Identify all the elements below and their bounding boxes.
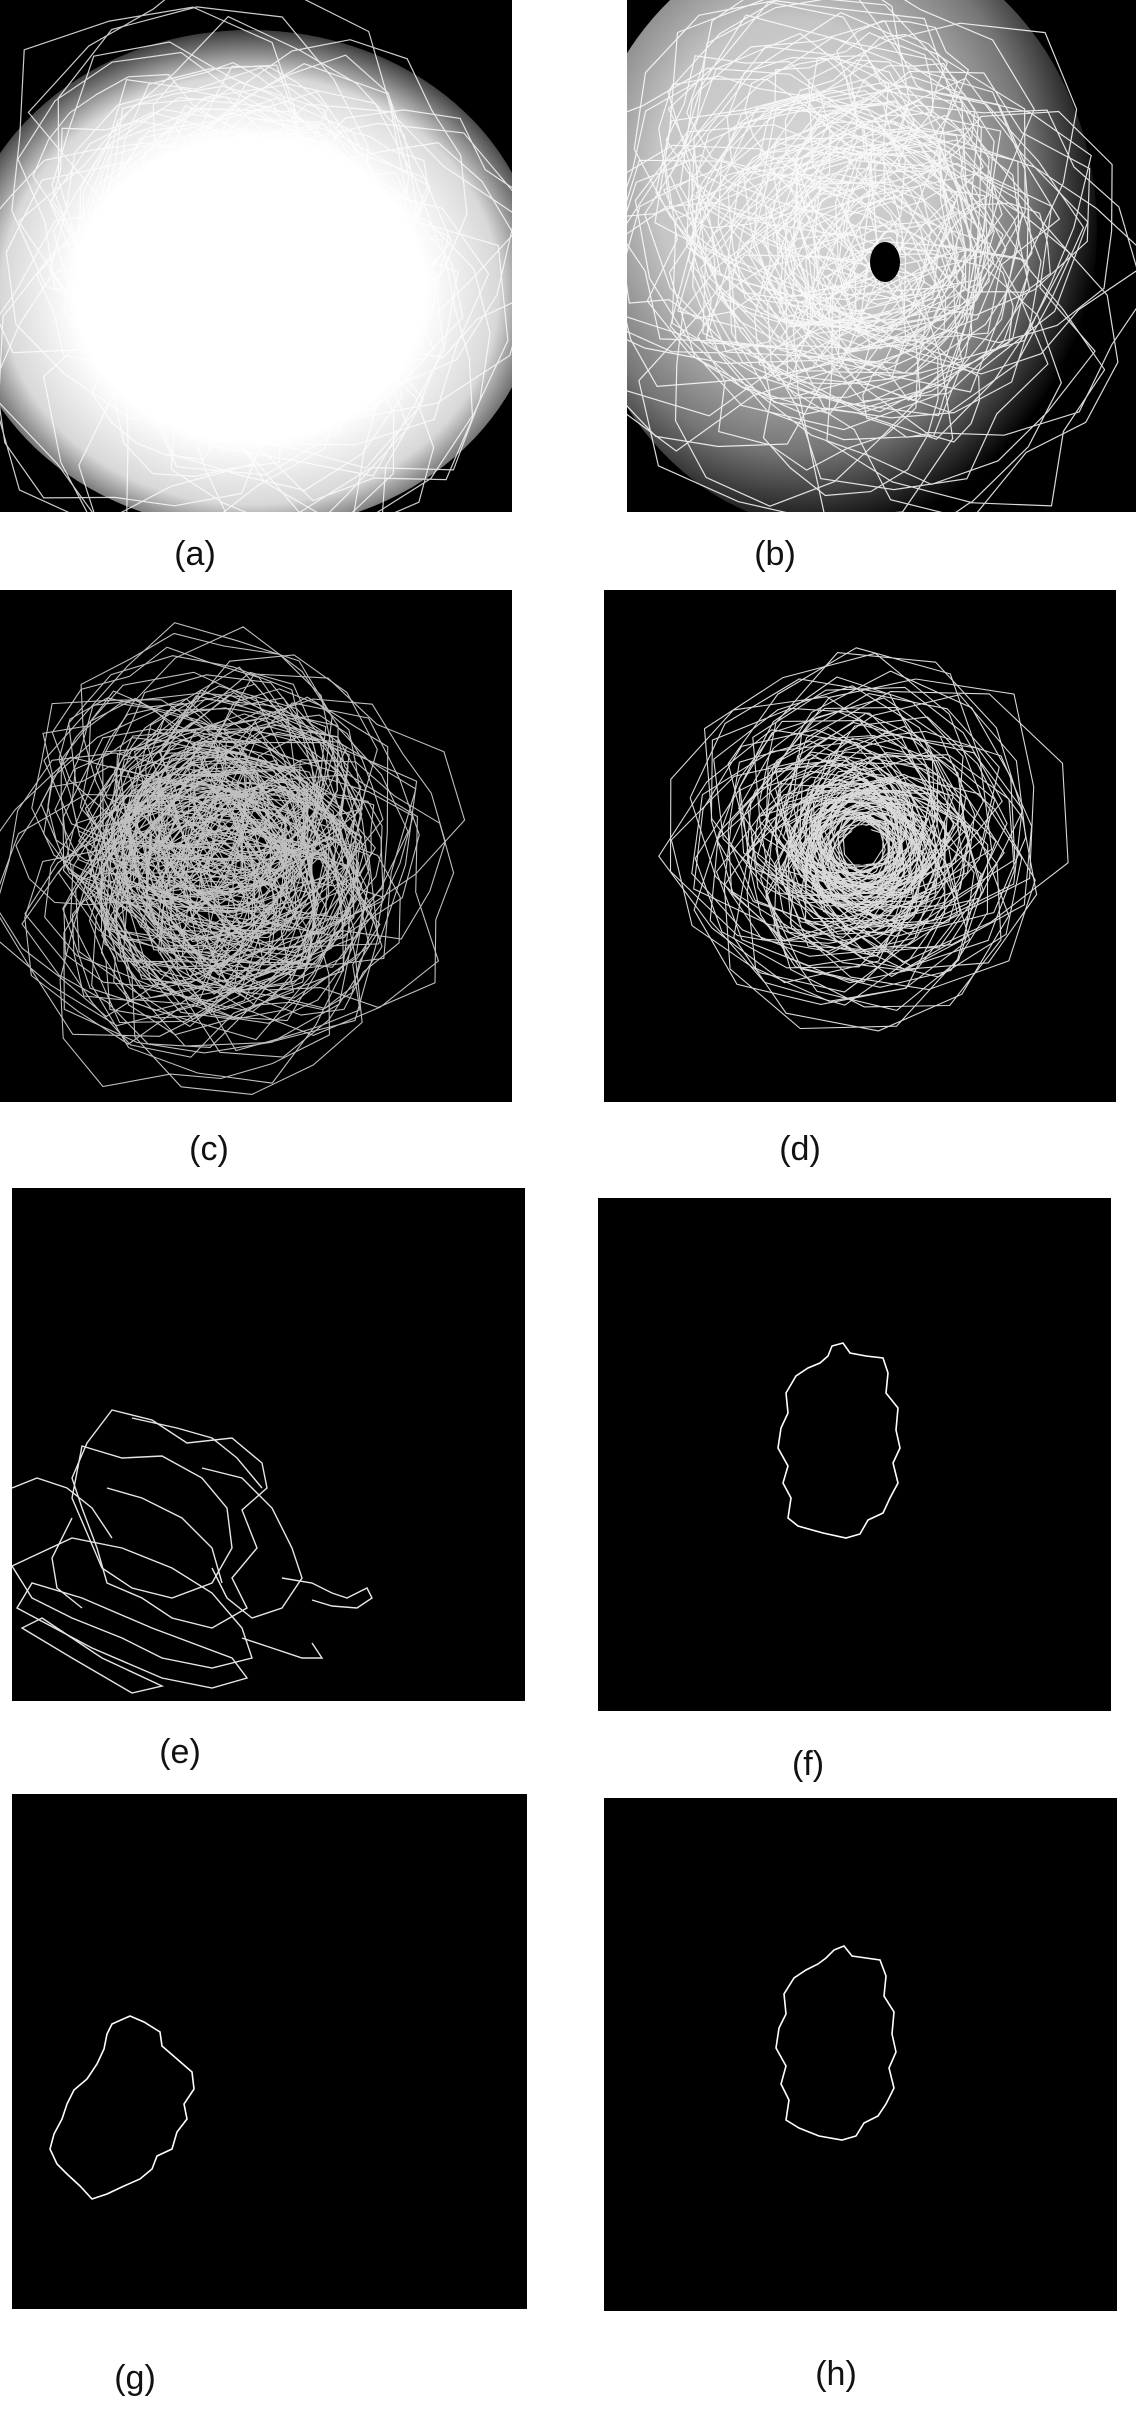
caption-d: (d) [779,1130,821,1168]
panel-h-image [604,1798,1117,2311]
panel-b-image [627,0,1136,512]
caption-f: (f) [791,1745,825,1783]
panel-a-image [0,0,512,512]
panel-g-image [12,1794,527,2309]
caption-g: (g) [114,2359,156,2397]
panel-e-image [12,1188,525,1701]
panel-c-image [0,590,512,1102]
panel-d-image [604,590,1116,1102]
caption-a: (a) [174,535,216,573]
caption-b: (b) [754,535,796,573]
caption-h: (h) [815,2355,857,2393]
caption-c: (c) [189,1130,229,1168]
panel-f-image [598,1198,1111,1711]
caption-e: (e) [159,1733,201,1771]
